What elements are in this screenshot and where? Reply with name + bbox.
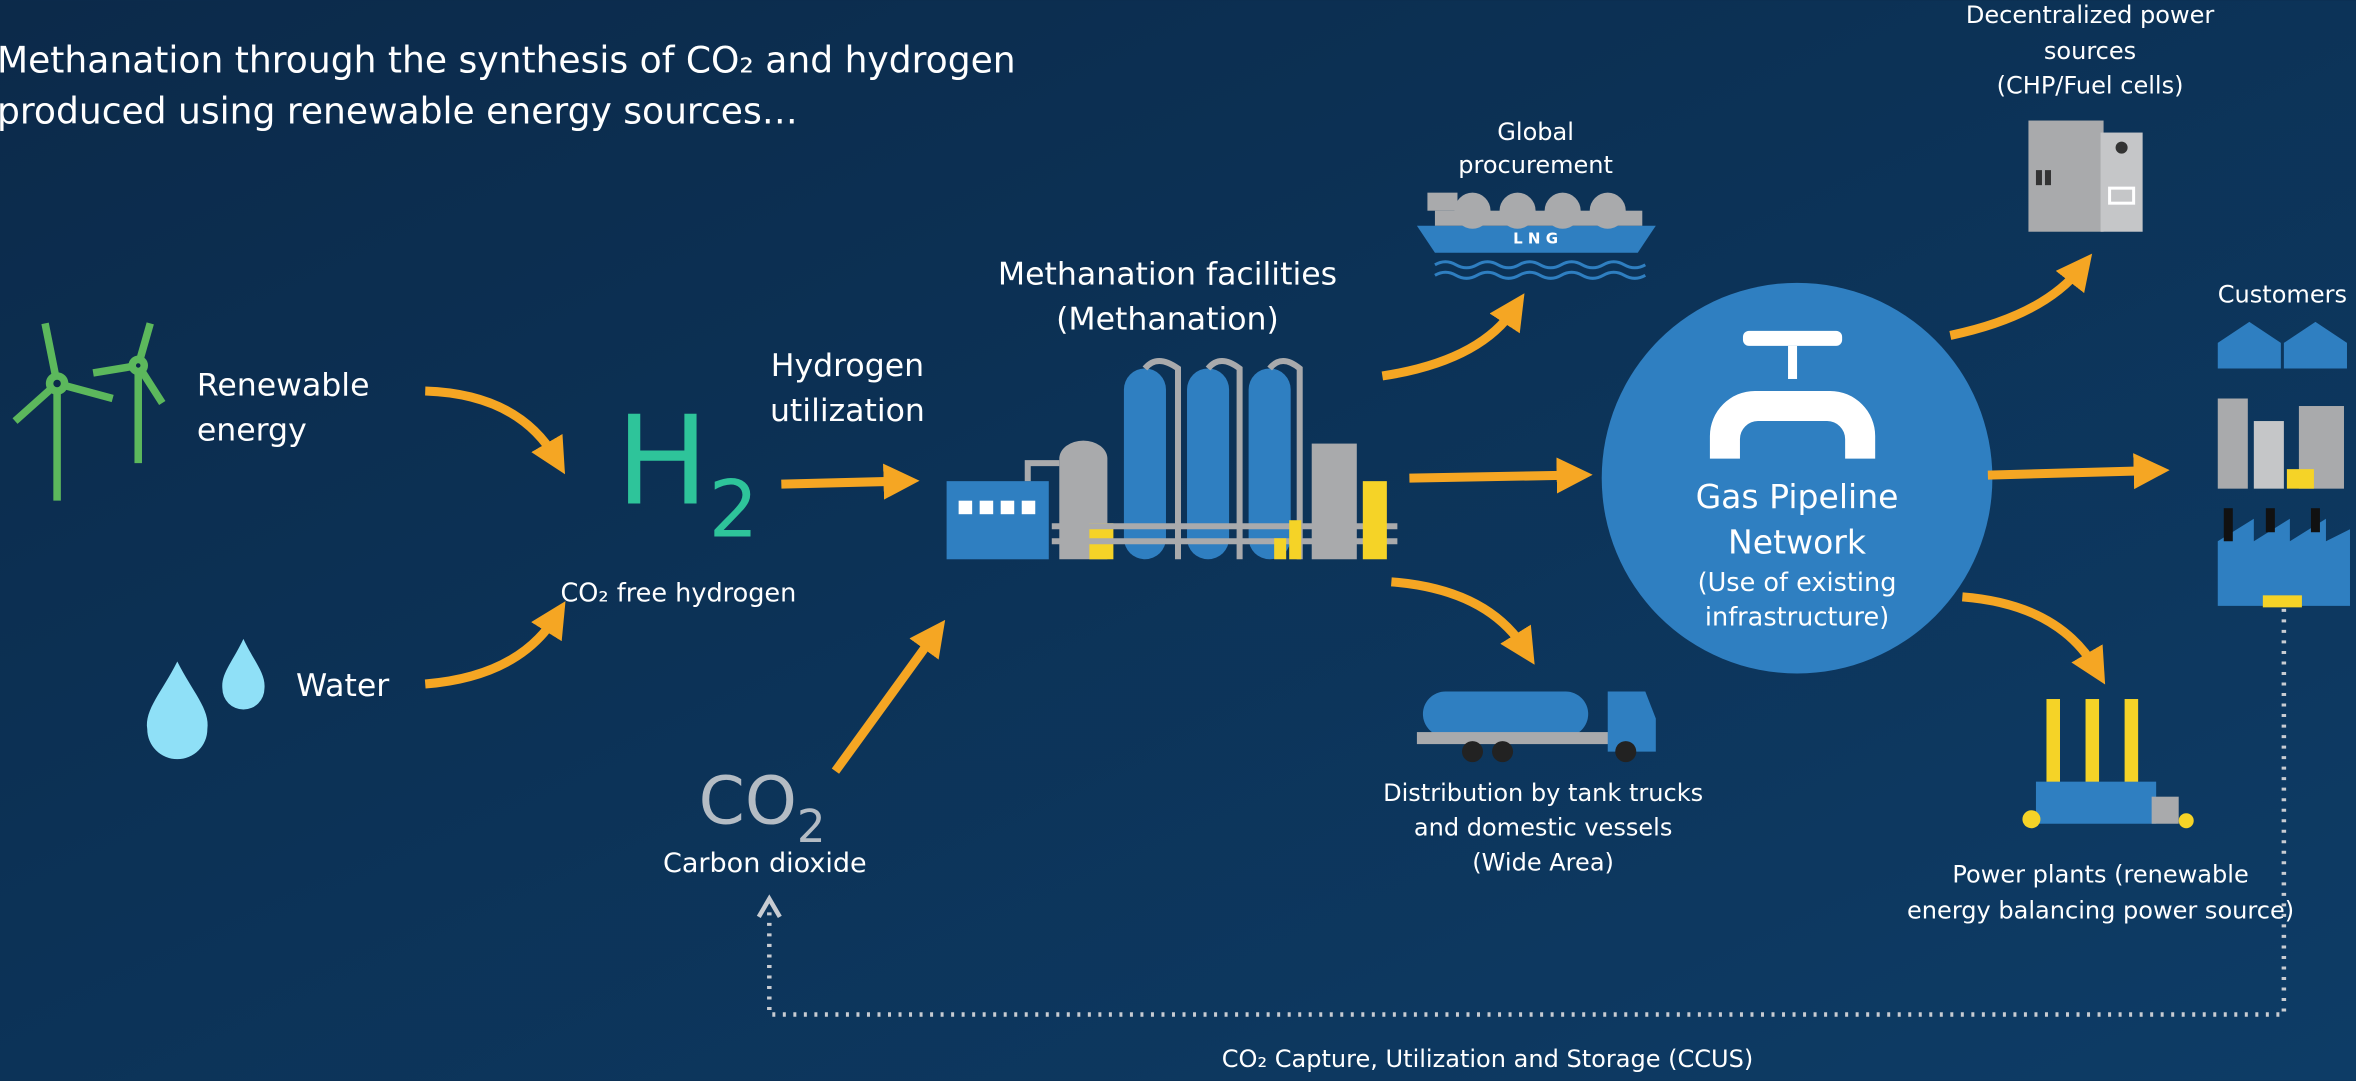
label: procurement: [1458, 151, 1613, 179]
label: energy balancing power source): [1907, 896, 2294, 924]
label: (Use of existing: [1698, 568, 1897, 598]
diagram: Methanation through the synthesis of CO₂…: [0, 0, 2356, 1081]
intro-line: produced using renewable energy sources…: [0, 91, 798, 133]
h2-sub: 2: [709, 465, 759, 556]
ship-label: L N G: [1513, 230, 1558, 248]
label: (CHP/Fuel cells): [1997, 71, 2184, 99]
h2-main: H: [616, 391, 709, 534]
label: Power plants (renewable: [1952, 860, 2248, 888]
label: Network: [1728, 522, 1867, 561]
label: Renewable: [197, 368, 370, 404]
label: sources: [2044, 37, 2136, 65]
label: and domestic vessels: [1414, 814, 1673, 842]
label: Hydrogen: [771, 348, 924, 384]
label: Global: [1497, 118, 1574, 146]
label: CO₂ Capture, Utilization and Storage (CC…: [1222, 1045, 1754, 1073]
label: (Wide Area): [1472, 848, 1614, 876]
label: Water: [296, 668, 389, 704]
label: Decentralized power: [1966, 1, 2215, 29]
label: infrastructure): [1705, 602, 1889, 632]
label: energy: [197, 413, 307, 449]
label: Methanation facilities: [998, 256, 1337, 292]
label: Customers: [2218, 280, 2347, 308]
label: utilization: [770, 393, 925, 429]
intro-line: Methanation through the synthesis of CO₂…: [0, 39, 1016, 81]
label: Distribution by tank trucks: [1383, 779, 1703, 807]
fuel-cell: [2028, 121, 2142, 232]
label: Carbon dioxide: [663, 848, 867, 879]
label: CO₂ free hydrogen: [560, 578, 796, 608]
label: Gas Pipeline: [1696, 477, 1899, 516]
label: (Methanation): [1056, 301, 1279, 337]
co2-sub: 2: [797, 800, 826, 853]
co2-main: CO: [699, 763, 797, 840]
